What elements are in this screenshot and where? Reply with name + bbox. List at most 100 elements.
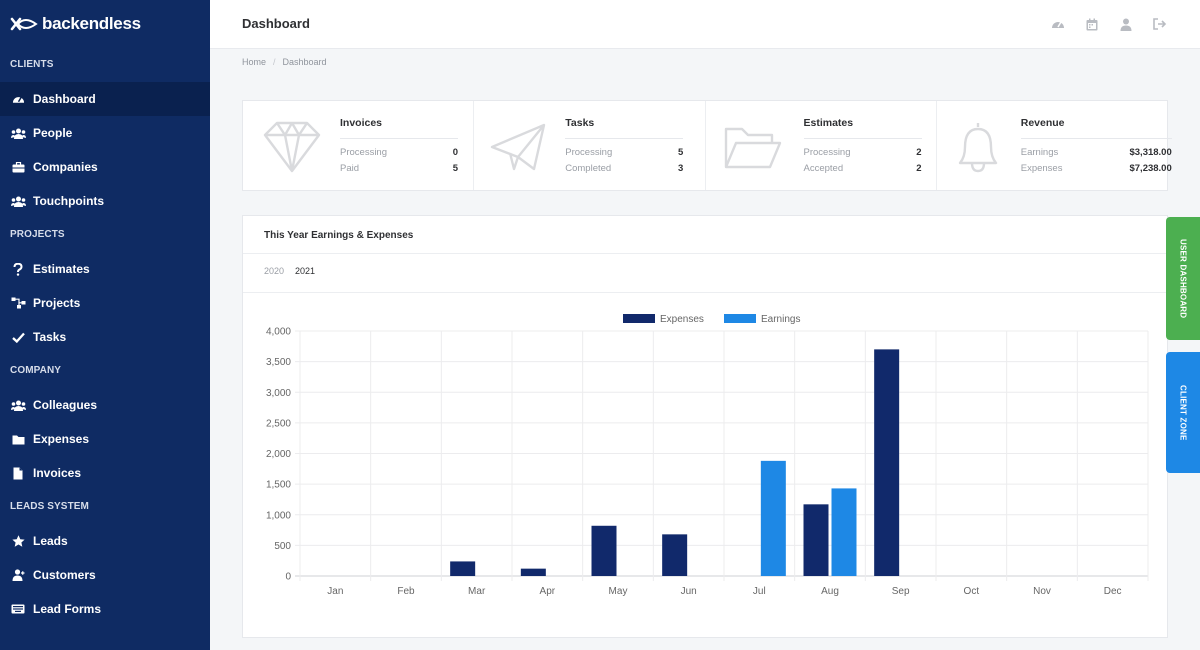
folder-icon — [10, 431, 26, 447]
y-tick-label: 3,000 — [266, 388, 291, 399]
stat-value: 0 — [452, 147, 458, 158]
paper-plane-icon — [491, 123, 546, 171]
page-title: Dashboard — [242, 16, 310, 31]
user-icon — [10, 567, 26, 583]
bar-earnings-jul — [760, 460, 786, 576]
user-dashboard-label: USER DASHBOARD — [1178, 238, 1188, 319]
y-tick-label: 1,500 — [266, 480, 291, 491]
top-icons — [1050, 16, 1168, 32]
sidebar-item-label: Colleagues — [33, 398, 98, 412]
sidebar-item-customers[interactable]: Customers — [0, 558, 210, 592]
sidebar-item-label: Projects — [33, 296, 81, 310]
stats-panel: Invoices Processing 0 Paid 5 Tasks Process… — [242, 100, 1172, 191]
stat-value: 2 — [916, 163, 922, 174]
keyboard-icon — [10, 601, 26, 617]
gauge-icon — [10, 91, 26, 107]
stat-row: Processing 5 — [565, 147, 683, 158]
stat-value: $7,238.00 — [1129, 163, 1172, 174]
stat-value: 5 — [677, 147, 684, 158]
stat-label: Accepted — [803, 163, 844, 174]
stat-invoices[interactable]: Invoices Processing 0 Paid 5 — [243, 101, 475, 190]
bell-icon — [958, 123, 997, 173]
client-zone-tab[interactable]: CLIENT ZONE — [1166, 352, 1200, 473]
x-tick-label: Apr — [540, 586, 556, 597]
stat-row: Processing 0 — [340, 147, 458, 158]
x-tick-label: Nov — [1033, 586, 1051, 597]
stat-value: $3,318.00 — [1129, 147, 1172, 158]
stat-title: Tasks — [565, 117, 595, 129]
divider — [565, 138, 684, 139]
bar-expenses-jun — [662, 534, 688, 576]
sidebar-item-tasks[interactable]: Tasks — [0, 320, 210, 354]
sidebar-item-colleagues[interactable]: Colleagues — [0, 388, 210, 422]
stat-revenue[interactable]: Revenue Earnings $3,318.00 Expenses $7,238… — [937, 101, 1172, 190]
x-tick-label: Aug — [821, 586, 839, 597]
stat-label: Completed — [565, 163, 612, 174]
sidebar-item-label: Tasks — [33, 330, 67, 344]
y-tick-label: 4,000 — [266, 327, 291, 338]
sidebar-item-people[interactable]: People — [0, 116, 210, 150]
dashboard-gauge-icon[interactable] — [1050, 16, 1066, 32]
sitemap-icon — [10, 295, 26, 311]
legend-swatch-expenses — [623, 314, 655, 323]
stat-row: Expenses $7,238.00 — [1021, 163, 1172, 174]
backendless-logo-icon — [10, 17, 38, 31]
sidebar-item-label: Invoices — [33, 466, 82, 480]
breadcrumb: Home / Dashboard — [242, 57, 327, 67]
x-tick-label: Dec — [1104, 586, 1122, 597]
legend-label-expenses: Expenses — [660, 314, 704, 325]
stat-estimates[interactable]: Estimates Processing 2 Accepted 2 — [706, 101, 937, 190]
stat-value: 3 — [677, 163, 684, 174]
client-zone-label: CLIENT ZONE — [1178, 384, 1188, 441]
people-icon — [10, 125, 26, 141]
user-dashboard-tab[interactable]: USER DASHBOARD — [1166, 217, 1200, 340]
stat-row: Paid 5 — [340, 163, 458, 174]
bar-chart: 0 500 1,000 1,500 2,000 2,500 3,000 3,500 4,000 J… — [266, 314, 1149, 597]
x-tick-label: Feb — [397, 586, 415, 597]
stat-tasks[interactable]: Tasks Processing 5 Completed 3 — [474, 101, 706, 190]
brand-logo[interactable]: backendless — [0, 0, 210, 48]
star-icon — [10, 533, 26, 549]
year-tab[interactable]: 2020 — [264, 266, 285, 276]
sidebar-item-leads[interactable]: Leads — [0, 524, 210, 558]
x-tick-label: Jan — [327, 586, 343, 597]
stat-title: Estimates — [803, 117, 854, 129]
sidebar-item-companies[interactable]: Companies — [0, 150, 210, 184]
calendar-icon[interactable] — [1084, 16, 1100, 32]
y-tick-label: 0 — [285, 572, 291, 583]
briefcase-icon — [10, 159, 26, 175]
breadcrumb-separator: / — [273, 57, 276, 67]
stat-label: Paid — [340, 163, 360, 174]
stat-label: Processing — [340, 147, 387, 158]
sidebar-item-lead-forms[interactable]: Lead Forms — [0, 592, 210, 626]
sidebar-item-label: Touchpoints — [33, 194, 105, 208]
sidebar-item-touchpoints[interactable]: Touchpoints — [0, 184, 210, 218]
breadcrumb-current: Dashboard — [282, 57, 327, 67]
sidebar-item-invoices[interactable]: Invoices — [0, 456, 210, 490]
divider — [243, 292, 1167, 293]
sidebar-item-projects[interactable]: Projects — [0, 286, 210, 320]
divider — [243, 253, 1167, 254]
breadcrumb-home[interactable]: Home — [242, 57, 267, 67]
user-icon[interactable] — [1118, 16, 1134, 32]
sidebar-item-dashboard[interactable]: Dashboard — [0, 82, 210, 116]
stat-label: Expenses — [1020, 163, 1063, 174]
legend-label-earnings: Earnings — [761, 314, 800, 325]
bar-expenses-aug — [803, 504, 829, 576]
sidebar-item-label: Companies — [33, 160, 98, 174]
x-tick-label: May — [609, 586, 628, 597]
stat-title: Revenue — [1020, 117, 1065, 129]
file-icon — [10, 465, 26, 481]
sign-out-icon[interactable] — [1152, 16, 1168, 32]
stat-label: Processing — [565, 147, 613, 158]
stat-label: Earnings — [1020, 147, 1059, 158]
sidebar-item-estimates[interactable]: Estimates — [0, 252, 210, 286]
sidebar-item-expenses[interactable]: Expenses — [0, 422, 210, 456]
stat-label: Processing — [803, 147, 851, 158]
stat-row: Earnings $3,318.00 — [1021, 147, 1172, 158]
card-title: This Year Earnings & Expenses — [264, 230, 414, 241]
year-tab-active[interactable]: 2021 — [295, 266, 316, 276]
x-tick-label: Oct — [964, 586, 980, 597]
bar-expenses-may — [591, 525, 617, 576]
stat-row: Accepted 2 — [804, 163, 922, 174]
